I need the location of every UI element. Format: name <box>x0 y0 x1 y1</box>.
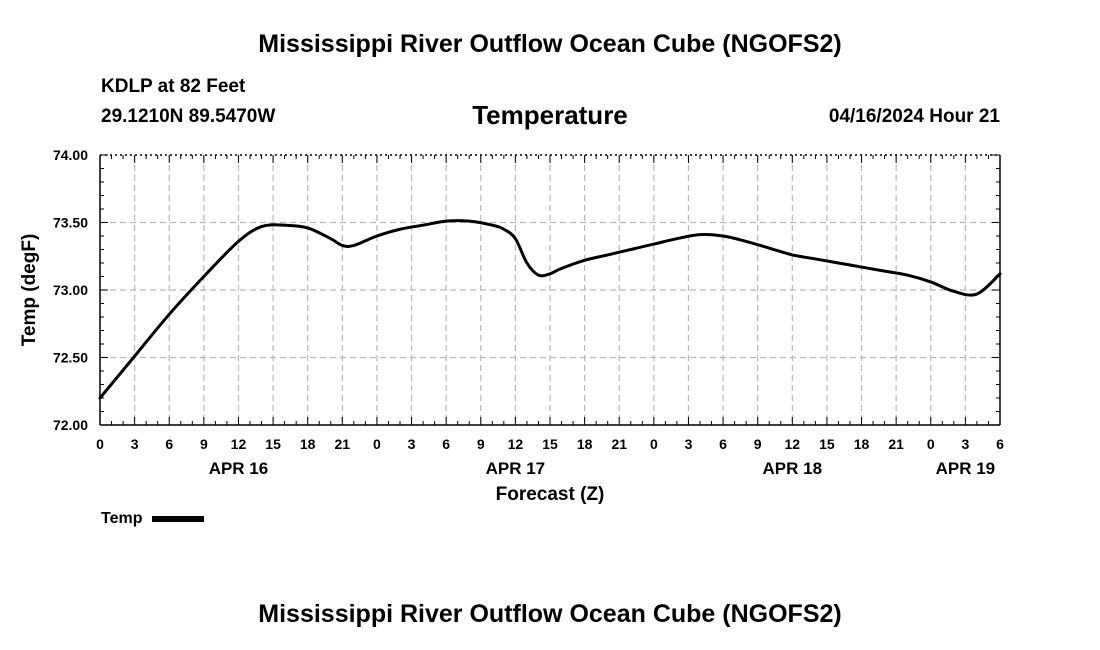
x-tick-label: 18 <box>854 436 870 452</box>
day-label: APR 16 <box>209 459 269 478</box>
day-label: APR 18 <box>763 459 823 478</box>
series-line-temp <box>98 219 1002 400</box>
x-tick-label: 21 <box>888 436 904 452</box>
x-axis-title: Forecast (Z) <box>496 484 605 505</box>
footer-title: Mississippi River Outflow Ocean Cube (NG… <box>258 600 842 628</box>
x-tick-label: 6 <box>719 436 727 452</box>
x-tick-label: 6 <box>996 436 1004 452</box>
forecast-datetime: 04/16/2024 Hour 21 <box>828 106 1000 127</box>
x-tick-label: 0 <box>927 436 935 452</box>
x-tick-label: 3 <box>408 436 416 452</box>
x-tick-label: 0 <box>96 436 104 452</box>
y-tick-label: 72.00 <box>53 417 88 433</box>
x-tick-label: 9 <box>477 436 485 452</box>
chart-title: Mississippi River Outflow Ocean Cube (NG… <box>258 30 842 58</box>
day-label: APR 19 <box>936 459 996 478</box>
x-tick-label: 18 <box>300 436 316 452</box>
x-tick-label: 15 <box>542 436 558 452</box>
coordinates-label: 29.1210N 89.5470W <box>101 106 276 127</box>
x-tick-label: 21 <box>335 436 351 452</box>
x-tick-label: 9 <box>754 436 762 452</box>
y-tick-label: 73.50 <box>53 215 88 231</box>
x-tick-label: 3 <box>685 436 693 452</box>
x-tick-label: 12 <box>785 436 801 452</box>
variable-title: Temperature <box>472 100 628 130</box>
x-tick-label: 15 <box>819 436 835 452</box>
y-tick-label: 73.00 <box>53 282 88 298</box>
x-tick-label: 3 <box>961 436 969 452</box>
legend-line-swatch <box>152 516 205 522</box>
x-tick-label: 6 <box>165 436 173 452</box>
x-tick-label: 21 <box>611 436 627 452</box>
y-tick-label: 74.00 <box>53 147 88 163</box>
x-tick-label: 12 <box>231 436 247 452</box>
day-label: APR 17 <box>486 459 546 478</box>
y-tick-label: 72.50 <box>53 350 88 366</box>
x-tick-label: 6 <box>442 436 450 452</box>
y-axis-title: Temp (degF) <box>19 234 40 347</box>
x-tick-label: 0 <box>373 436 381 452</box>
x-tick-label: 9 <box>200 436 208 452</box>
x-tick-label: 3 <box>131 436 139 452</box>
station-label: KDLP at 82 Feet <box>101 76 246 97</box>
legend: Temp <box>101 510 205 528</box>
legend-label: Temp <box>101 510 143 527</box>
x-tick-label: 0 <box>650 436 658 452</box>
x-tick-label: 12 <box>508 436 524 452</box>
x-tick-label: 18 <box>577 436 593 452</box>
x-tick-label: 15 <box>265 436 281 452</box>
